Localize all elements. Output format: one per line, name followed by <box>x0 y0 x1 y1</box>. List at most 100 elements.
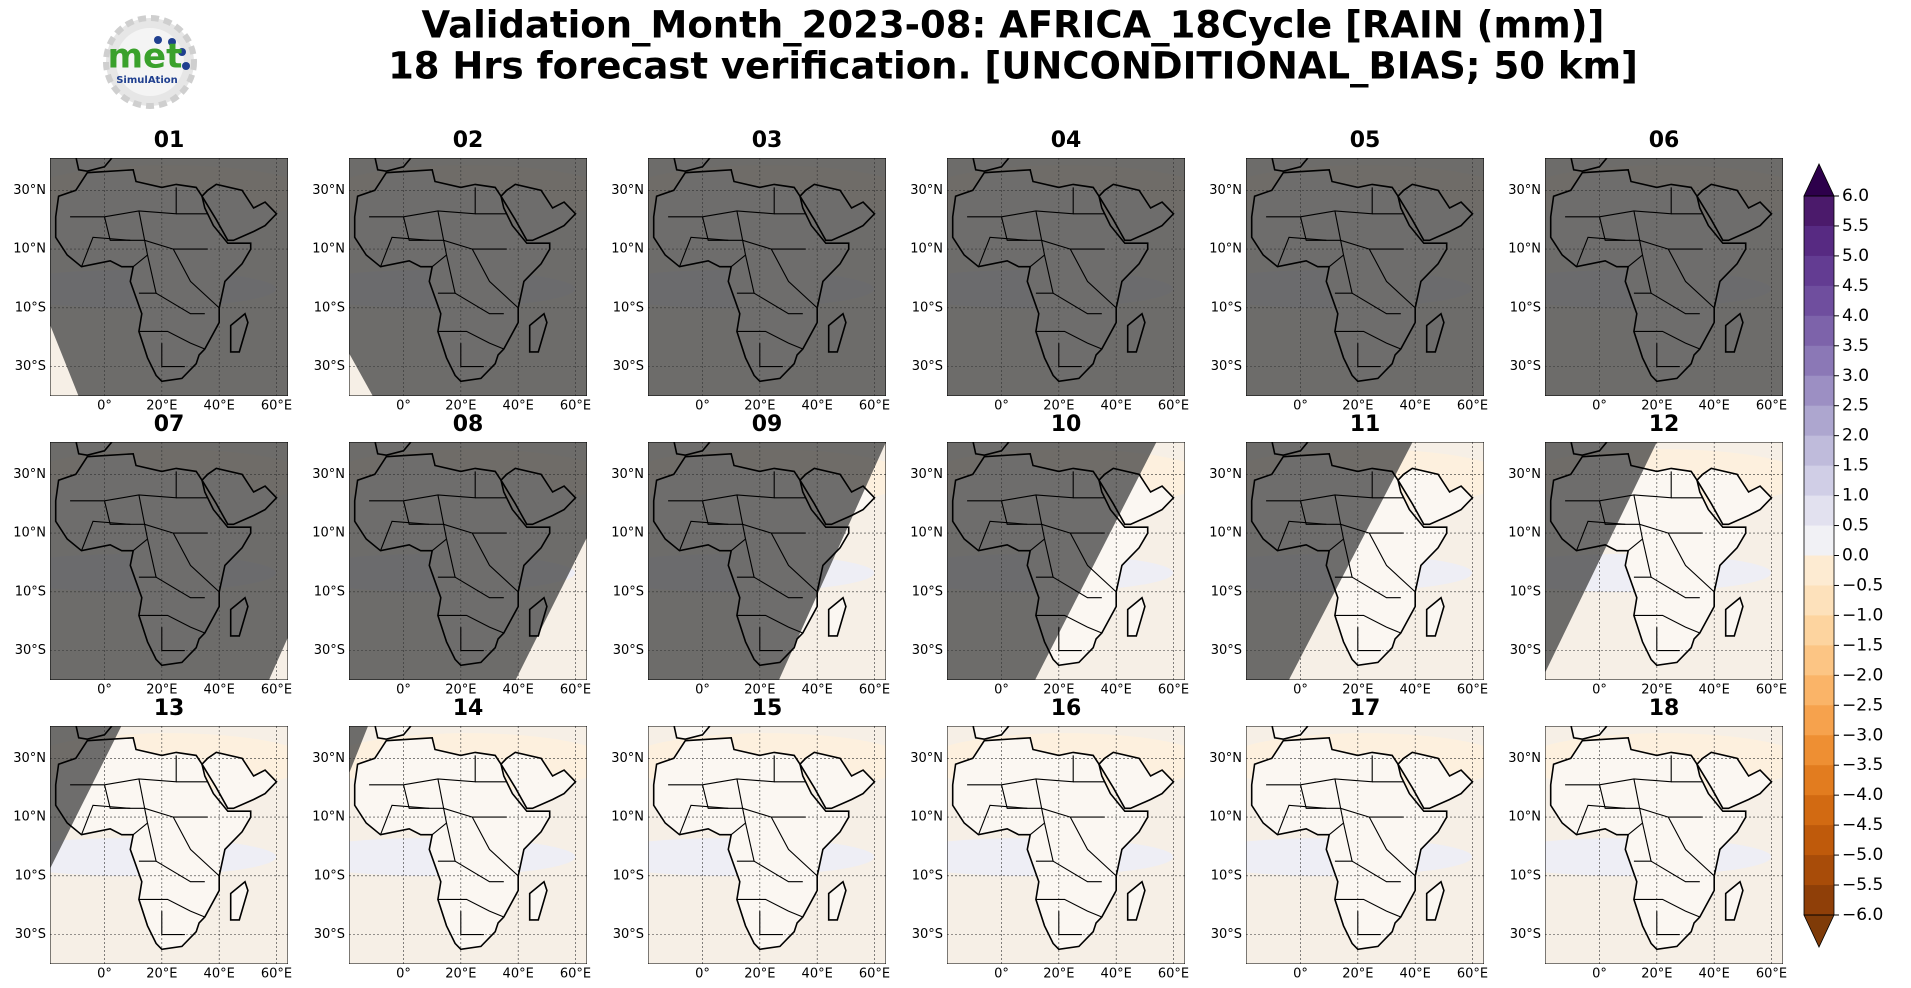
lat-tick-label: 10°N <box>611 526 644 541</box>
colorbar-tick-label: 1.5 <box>1842 456 1869 476</box>
colorbar-bin <box>1804 285 1834 317</box>
no-data-mask <box>1246 442 1413 680</box>
lon-tick-label: 0° <box>97 399 112 414</box>
panel-title: 09 <box>752 412 783 437</box>
colorbar-tick-label: 3.5 <box>1842 336 1869 356</box>
lat-tick-label: 30°S <box>912 927 943 942</box>
border <box>759 627 783 652</box>
lon-tick-label: 0° <box>1293 967 1308 982</box>
lat-tick-label: 30°N <box>1508 751 1541 766</box>
lat-tick-label: 10°S <box>1211 868 1242 883</box>
panel-title: 16 <box>1051 696 1082 721</box>
border <box>1656 627 1680 652</box>
panel-title: 17 <box>1350 696 1381 721</box>
border <box>1650 576 1700 599</box>
border <box>1276 804 1327 835</box>
coastline <box>374 726 412 741</box>
coastline <box>798 467 876 526</box>
colorbar-tick-label: 2.0 <box>1842 426 1869 446</box>
colorbar-tick-label: 3.0 <box>1842 366 1869 386</box>
colorbar-tick-label: −2.0 <box>1842 665 1883 685</box>
logo-dot <box>154 36 162 44</box>
border <box>471 532 519 593</box>
colorbar-bin <box>1804 225 1834 257</box>
coastline <box>1425 596 1445 637</box>
panel-title: 10 <box>1051 412 1082 437</box>
lon-tick-label: 0° <box>994 399 1009 414</box>
border <box>155 576 205 599</box>
map-panel <box>349 158 587 396</box>
coastline <box>1695 751 1773 810</box>
coastline <box>229 880 249 921</box>
colorbar-bin <box>1804 615 1834 646</box>
coastline <box>1570 158 1608 173</box>
border <box>172 532 220 593</box>
lon-tick-label: 40°E <box>1699 967 1730 982</box>
logo-dot <box>182 62 190 70</box>
coastline <box>1549 452 1747 667</box>
lon-tick-label: 0° <box>97 683 112 698</box>
colorbar-tick-label: −0.5 <box>1842 575 1883 595</box>
border <box>759 911 783 936</box>
border <box>1357 627 1381 652</box>
colorbar-tick-label: 5.5 <box>1842 216 1869 236</box>
coastline <box>1396 751 1474 810</box>
panel-title: 02 <box>453 128 484 153</box>
coastline <box>673 442 711 457</box>
colorbar-tick-label: −1.0 <box>1842 605 1883 625</box>
lon-tick-label: 60°E <box>560 967 591 982</box>
colorbar-tick-label: −3.5 <box>1842 755 1883 775</box>
lon-tick-label: 40°E <box>802 967 833 982</box>
lon-tick-label: 20°E <box>146 399 177 414</box>
border <box>1035 614 1103 634</box>
logo-brand: met <box>108 37 183 77</box>
land <box>973 726 1009 740</box>
lon-tick-label: 60°E <box>859 967 890 982</box>
lon-tick-label: 40°E <box>204 967 235 982</box>
lat-tick-label: 10°S <box>15 300 46 315</box>
lat-tick-label: 30°S <box>613 643 644 658</box>
border <box>437 614 505 634</box>
lon-tick-label: 40°E <box>1400 399 1431 414</box>
coastline <box>200 467 278 526</box>
coastline <box>972 158 1010 173</box>
lat-tick-label: 30°N <box>13 467 46 482</box>
border <box>678 804 729 835</box>
lon-tick-label: 40°E <box>503 683 534 698</box>
lat-tick-label: 10°S <box>1510 300 1541 315</box>
lat-tick-label: 30°S <box>1211 927 1242 942</box>
lat-tick-label: 10°N <box>611 242 644 257</box>
map-panel <box>1545 442 1783 680</box>
border <box>736 898 804 918</box>
map-panel <box>50 158 288 396</box>
lat-tick-label: 30°S <box>15 359 46 374</box>
lon-tick-label: 0° <box>396 967 411 982</box>
border <box>1069 816 1117 877</box>
map-panel <box>1246 158 1484 396</box>
land <box>1426 881 1444 920</box>
panel-title: 07 <box>154 412 185 437</box>
map-panel <box>947 158 1185 396</box>
border <box>1368 532 1416 593</box>
lat-tick-label: 30°S <box>912 643 943 658</box>
colorbar-bin <box>1804 315 1834 347</box>
lon-tick-label: 20°E <box>146 683 177 698</box>
land <box>674 726 710 740</box>
lat-tick-label: 10°N <box>312 242 345 257</box>
coastline <box>1097 751 1175 810</box>
lat-tick-label: 10°S <box>314 868 345 883</box>
logo-dot <box>178 48 186 56</box>
coastline <box>951 168 1149 383</box>
colorbar-tick-label: 4.5 <box>1842 276 1869 296</box>
border <box>1058 911 1082 936</box>
coastline <box>75 442 113 457</box>
border <box>155 860 205 883</box>
lon-tick-label: 60°E <box>261 967 292 982</box>
map-panel <box>648 726 886 964</box>
map-panel <box>349 726 587 964</box>
colorbar-bin <box>1804 345 1834 377</box>
map-panel <box>50 726 288 964</box>
no-data-mask <box>947 442 1157 680</box>
border <box>1052 292 1102 315</box>
coastline <box>1570 442 1608 457</box>
